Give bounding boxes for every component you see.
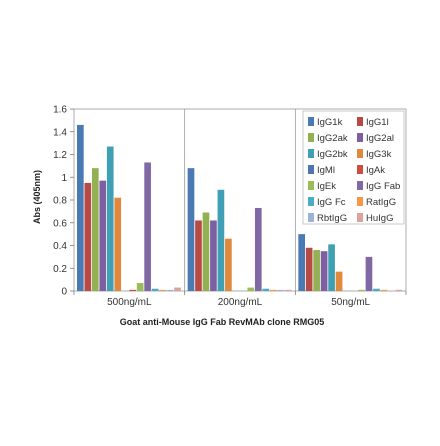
bar-ratigg bbox=[159, 289, 166, 291]
bar-igg3k bbox=[335, 271, 343, 291]
bar-rbtigg bbox=[277, 289, 285, 291]
legend-label: IgMl bbox=[317, 165, 335, 176]
legend-swatch bbox=[357, 133, 363, 142]
bar-huigg bbox=[395, 289, 403, 291]
bar-igg2bk bbox=[106, 146, 114, 291]
x-tick-label: 50ng/mL bbox=[331, 297, 370, 308]
legend-swatch bbox=[357, 165, 363, 174]
legend-swatch bbox=[357, 197, 363, 206]
bar-igg-fab bbox=[144, 162, 151, 291]
bar-huigg bbox=[174, 287, 181, 291]
bar-igg3k bbox=[114, 197, 122, 291]
bar-igg1l bbox=[305, 247, 313, 291]
plot-area: 0 0.2 0.4 0.6 0.8 1 1.2 1.4 1.6 500ng/mL 200ng/mL 5… bbox=[53, 105, 407, 308]
legend-swatch bbox=[308, 181, 314, 190]
bar-igg-fab bbox=[365, 256, 373, 291]
y-tick-label: 1 bbox=[61, 173, 67, 184]
bar-igg2al bbox=[99, 180, 107, 291]
y-tick-label: 0.6 bbox=[53, 218, 67, 229]
legend-label: IgG Fab bbox=[366, 181, 400, 192]
legend-swatch bbox=[308, 165, 314, 174]
bar-igg1l bbox=[195, 220, 202, 291]
bar-igek bbox=[136, 283, 144, 291]
bar-igak bbox=[129, 289, 137, 291]
legend-box bbox=[302, 110, 405, 225]
bar-ratigg bbox=[269, 289, 277, 291]
legend-swatch bbox=[357, 117, 363, 126]
legend-label: RbtIgG bbox=[317, 213, 347, 224]
bar-rbtigg bbox=[166, 289, 174, 291]
y-tick-label: 0.2 bbox=[53, 264, 67, 275]
legend-swatch bbox=[308, 149, 314, 158]
bar-igg2ak bbox=[313, 250, 320, 291]
bar-igek bbox=[358, 289, 365, 291]
bar-igg1l bbox=[84, 182, 92, 291]
x-axis-label: Goat anti-Mouse IgG Fab RevMAb clone RMG… bbox=[120, 317, 325, 327]
legend-swatch bbox=[308, 197, 314, 206]
bar-igg-fc bbox=[373, 288, 380, 291]
y-tick-label: 1.2 bbox=[53, 150, 67, 161]
legend-swatch bbox=[357, 213, 363, 222]
y-tick-label: 0.4 bbox=[53, 241, 67, 252]
bar-igg1k bbox=[298, 234, 306, 291]
y-tick-label: 0 bbox=[61, 287, 67, 298]
bar-igg-fc bbox=[262, 288, 270, 291]
y-tick-label: 1.6 bbox=[53, 105, 67, 116]
y-tick-label: 1.4 bbox=[53, 127, 67, 138]
bar-ratigg bbox=[380, 289, 388, 291]
bar-igg2al bbox=[210, 220, 217, 291]
legend-label: IgAk bbox=[366, 165, 385, 176]
x-tick-label: 500ng/mL bbox=[107, 297, 152, 308]
bar-huigg bbox=[284, 289, 292, 291]
legend-swatch bbox=[308, 117, 314, 126]
bar-igg2bk bbox=[217, 189, 225, 291]
bar-igg3k bbox=[225, 238, 232, 291]
x-tick-label: 200ng/mL bbox=[218, 297, 263, 308]
legend-label: IgG Fc bbox=[317, 197, 346, 208]
bar-igg2ak bbox=[202, 212, 210, 291]
legend-label: RatIgG bbox=[366, 197, 396, 208]
bar-igg2al bbox=[320, 251, 328, 291]
legend-label: IgG1l bbox=[366, 117, 389, 128]
legend-label: IgG1k bbox=[317, 117, 343, 128]
legend-label: HuIgG bbox=[366, 213, 393, 224]
bar-igg-fc bbox=[151, 288, 159, 291]
legend-label: IgG2al bbox=[366, 133, 394, 144]
bar-igg2ak bbox=[91, 168, 99, 291]
bar-igg-fab bbox=[254, 207, 262, 291]
bar-igek bbox=[247, 287, 255, 291]
legend-swatch bbox=[308, 133, 314, 142]
legend-label: IgG3k bbox=[366, 149, 392, 160]
bar-igg2bk bbox=[328, 244, 335, 291]
y-axis-label: Abs (405nm) bbox=[32, 170, 42, 224]
legend-swatch bbox=[357, 149, 363, 158]
bar-igg1k bbox=[187, 168, 195, 291]
legend-label: IgG2ak bbox=[317, 133, 348, 144]
y-tick-label: 0.8 bbox=[53, 196, 67, 207]
legend-swatch bbox=[357, 181, 363, 190]
bar-igg1k bbox=[77, 124, 84, 291]
legend-swatch bbox=[308, 213, 314, 222]
legend: IgG1k IgG1l IgG2ak IgG2al IgG2bk IgG3k IgMl IgA… bbox=[302, 110, 405, 225]
legend-label: IgEk bbox=[317, 181, 336, 192]
legend-label: IgG2bk bbox=[317, 149, 348, 160]
